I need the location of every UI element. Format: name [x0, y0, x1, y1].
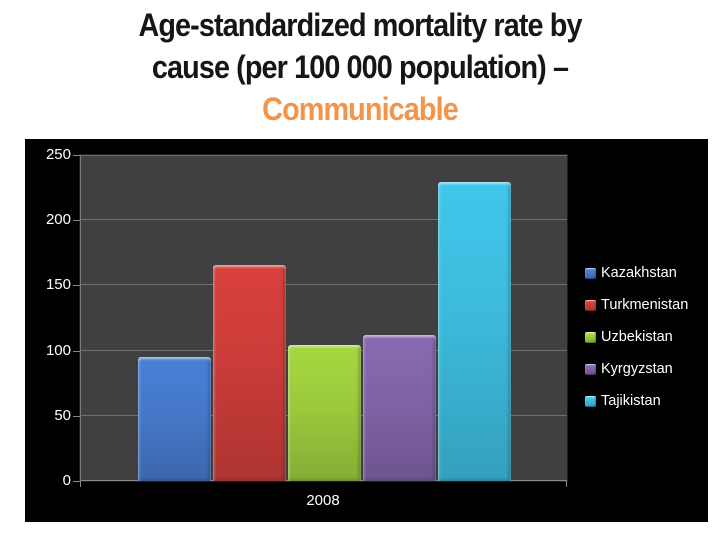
gridline — [81, 219, 567, 221]
title-line-2: cause (per 100 000 population) – — [151, 49, 569, 85]
title-line-3: Communicable — [262, 91, 459, 127]
legend-item-kazakhstan: Kazakhstan — [585, 257, 705, 289]
legend-label: Turkmenistan — [601, 297, 689, 313]
x-tick-mark — [80, 481, 81, 487]
x-axis-category-label: 2008 — [306, 492, 340, 509]
legend-item-turkmenistan: Turkmenistan — [585, 289, 705, 321]
slide-title: Age-standardized mortality rate by cause… — [0, 4, 720, 130]
y-tick-mark — [73, 481, 80, 482]
title-line-1: Age-standardized mortality rate by — [138, 7, 582, 43]
bar-uzbekistan — [287, 345, 361, 481]
y-tick-label: 0 — [62, 472, 71, 489]
y-tick-label: 250 — [45, 146, 71, 163]
x-tick-mark — [566, 481, 567, 487]
y-tick-label: 100 — [45, 341, 71, 359]
legend-item-tajikistan: Tajikistan — [585, 385, 705, 417]
bar-kyrgyzstan — [362, 335, 436, 481]
legend-swatch-icon — [585, 299, 596, 311]
y-tick-mark — [73, 285, 80, 287]
legend-label: Tajikistan — [601, 393, 661, 409]
y-tick-mark — [73, 220, 80, 222]
legend-label: Uzbekistan — [601, 329, 673, 345]
legend-item-uzbekistan: Uzbekistan — [585, 321, 705, 353]
y-tick-mark — [73, 415, 80, 417]
bar-kazakhstan — [137, 357, 211, 481]
chart-frame: 0 50 100 150 200 250 2008 Kazakhstan Turkmenis… — [25, 139, 708, 522]
gridline — [81, 284, 567, 286]
y-tick-label: 50 — [54, 406, 71, 424]
y-tick-mark — [73, 350, 80, 352]
bar-tajikistan — [437, 182, 511, 481]
legend-swatch-icon — [585, 331, 596, 343]
legend-swatch-icon — [585, 395, 596, 407]
y-tick-label: 200 — [45, 211, 71, 229]
bar-turkmenistan — [212, 264, 286, 481]
gridline — [81, 155, 567, 156]
legend-swatch-icon — [585, 363, 596, 375]
legend-item-kyrgyzstan: Kyrgyzstan — [585, 353, 705, 385]
legend-label: Kazakhstan — [601, 265, 677, 281]
legend-swatch-icon — [585, 267, 596, 279]
plot-area — [80, 155, 567, 481]
legend: Kazakhstan Turkmenistan Uzbekistan Kyrgyzst… — [585, 257, 705, 417]
legend-label: Kyrgyzstan — [601, 361, 673, 377]
y-tick-mark — [73, 155, 80, 156]
y-tick-label: 150 — [45, 276, 71, 294]
